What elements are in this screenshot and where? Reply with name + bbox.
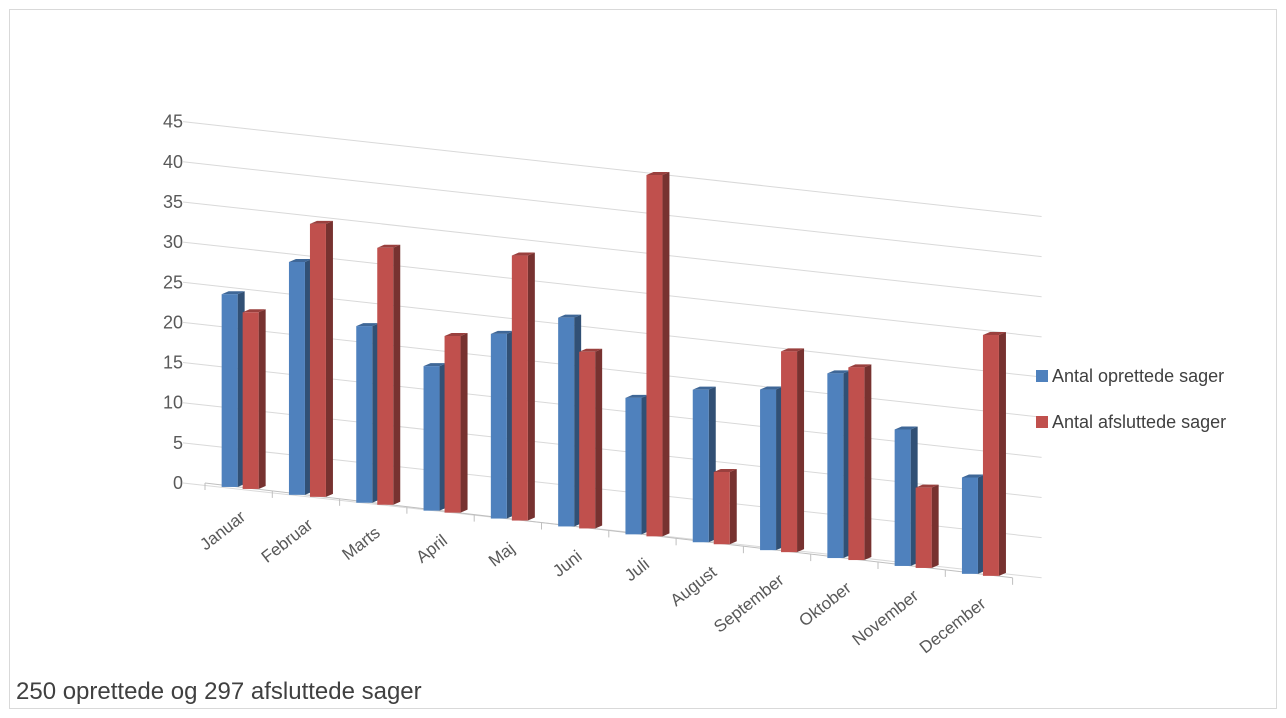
gridline xyxy=(182,201,1042,298)
bar-afsluttede-januar xyxy=(242,309,266,489)
bar-afsluttede-april xyxy=(444,332,468,513)
y-tick-label: 15 xyxy=(163,353,183,373)
x-tick-label: Januar xyxy=(196,507,249,554)
y-tick-label: 0 xyxy=(173,473,183,493)
bar-oprettede-november xyxy=(894,426,918,566)
x-tick-label: Juni xyxy=(549,547,585,581)
bar-oprettede-september xyxy=(760,386,784,551)
y-tick-label: 10 xyxy=(163,393,183,413)
gridline xyxy=(182,161,1042,258)
legend-label: Antal afsluttede sager xyxy=(1052,412,1226,432)
bar-oprettede-april xyxy=(423,363,447,511)
chart-caption: 250 oprettede og 297 afsluttede sager xyxy=(16,678,422,705)
x-tick-label: Oktober xyxy=(795,578,855,630)
bar-oprettede-oktober xyxy=(827,370,851,559)
x-tick-label: April xyxy=(413,531,452,567)
bar-afsluttede-december xyxy=(982,331,1006,576)
legend-swatch xyxy=(1036,370,1048,382)
y-tick-label: 35 xyxy=(163,192,183,212)
x-tick-label: Februar xyxy=(258,515,317,567)
bar-afsluttede-marts xyxy=(377,244,401,505)
y-tick-label: 25 xyxy=(163,272,183,292)
bars xyxy=(221,172,1006,576)
x-tick-label: Maj xyxy=(485,539,518,571)
y-tick-label: 45 xyxy=(163,112,183,132)
y-tick-label: 5 xyxy=(173,433,183,453)
x-tick-label: September xyxy=(710,570,787,636)
bar-oprettede-juli xyxy=(625,394,649,535)
y-tick-label: 40 xyxy=(163,152,183,172)
x-tick-label: Juli xyxy=(621,555,653,586)
bar-afsluttede-oktober xyxy=(848,364,872,561)
bar-afsluttede-juli xyxy=(646,172,670,537)
bar-afsluttede-september xyxy=(781,348,805,553)
bar-oprettede-december xyxy=(961,474,985,574)
x-tick-label: December xyxy=(916,594,990,657)
bar-afsluttede-februar xyxy=(309,220,333,497)
axes xyxy=(204,482,1014,585)
x-tick-label: November xyxy=(849,586,923,649)
x-tick-label: August xyxy=(667,562,721,610)
bar-afsluttede-november xyxy=(915,484,939,568)
legend-label: Antal oprettede sager xyxy=(1052,366,1224,386)
bar-oprettede-maj xyxy=(490,330,514,519)
legend: Antal oprettede sager Antal afsluttede sa… xyxy=(1036,366,1226,432)
bar-afsluttede-august xyxy=(713,468,737,545)
gridline xyxy=(182,121,1042,217)
bar-oprettede-januar xyxy=(221,291,245,487)
bar-afsluttede-maj xyxy=(511,252,535,521)
bar-oprettede-marts xyxy=(356,323,380,503)
x-tick-label: Marts xyxy=(339,523,384,564)
legend-swatch xyxy=(1036,416,1048,428)
bar-oprettede-juni xyxy=(558,314,582,527)
bar-oprettede-august xyxy=(692,386,716,543)
bar-afsluttede-juni xyxy=(579,348,603,529)
bar-oprettede-februar xyxy=(288,258,312,495)
y-tick-label: 30 xyxy=(163,232,183,252)
y-tick-label: 20 xyxy=(163,312,183,332)
